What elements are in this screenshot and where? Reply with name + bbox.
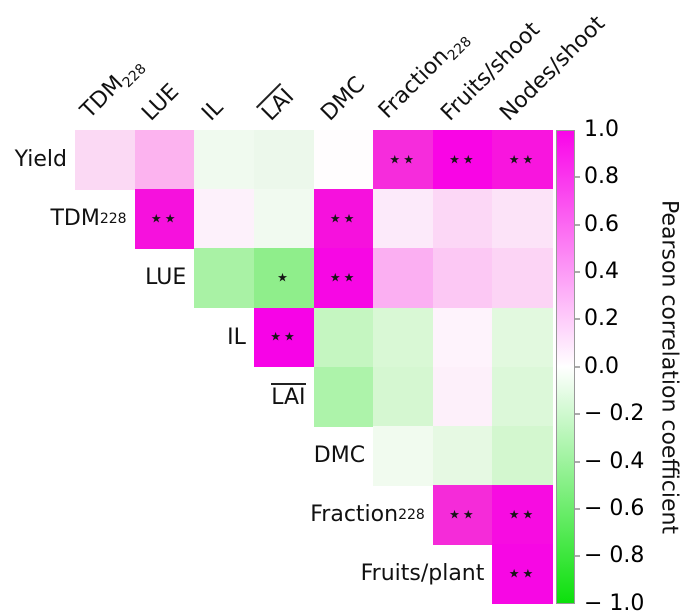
colorbar-tick-label: 0.2 [584, 306, 619, 332]
colorbar-tick [575, 365, 580, 368]
row-label: Fruits/plant [360, 561, 485, 587]
heatmap-cell [194, 130, 255, 190]
heatmap-cell [313, 366, 374, 427]
colorbar-tick [575, 318, 580, 321]
colorbar-tick [575, 271, 580, 274]
heatmap-cell [134, 130, 195, 190]
heatmap-cell [194, 189, 255, 249]
significance-stars: ★★ [508, 507, 537, 522]
heatmap-cell: ★★ [313, 189, 374, 249]
colorbar-tick-label: − 0.4 [584, 448, 645, 474]
colorbar-tick-label: − 0.8 [584, 543, 645, 569]
row-label: Yield [14, 147, 67, 173]
heatmap-cell [373, 366, 434, 427]
heatmap-cell: ★★ [373, 130, 434, 190]
row-label: TDM 228 [50, 206, 127, 232]
row-label: DMC [313, 443, 366, 469]
significance-stars: ★★ [449, 507, 477, 522]
colorbar-tick-label: 0.0 [584, 353, 619, 379]
heatmap-cell [432, 248, 493, 309]
colorbar-tick [575, 555, 580, 558]
heatmap-cell: ★★ [432, 130, 493, 190]
significance-stars: ★ [277, 271, 291, 286]
colorbar-tick [575, 507, 580, 510]
row-label: Fraction 228 [310, 502, 425, 528]
colorbar-tick-label: 1.0 [584, 117, 619, 142]
colorbar-tick [575, 176, 580, 179]
heatmap-cell: ★★ [253, 307, 315, 368]
heatmap-cell [432, 307, 493, 368]
colorbar-title: Pearson correlation coefficient [656, 199, 682, 534]
col-label: DMC [316, 72, 371, 126]
significance-stars: ★★ [329, 271, 358, 286]
colorbar-tick-label: − 0.6 [584, 495, 645, 521]
heatmap-cell [313, 307, 374, 368]
heatmap-cell [75, 130, 136, 190]
colorbar-tick-label: 0.4 [584, 259, 619, 285]
col-label: IL [197, 95, 229, 126]
col-label: LAI [255, 82, 299, 126]
heatmap-cell [373, 307, 434, 368]
row-label: IL [227, 324, 246, 350]
heatmap-cell [492, 189, 553, 249]
significance-stars: ★★ [329, 211, 358, 226]
heatmap-cell: ★★ [492, 544, 553, 605]
heatmap-cell [492, 248, 553, 309]
row-label: LAI [271, 382, 306, 410]
heatmap-cell [432, 366, 493, 427]
heatmap-cell [432, 426, 493, 486]
heatmap-cell [492, 426, 553, 486]
colorbar [556, 130, 575, 604]
colorbar-tick-label: − 1.0 [584, 590, 645, 616]
heatmap-cell [373, 248, 434, 309]
col-label: LUE [137, 79, 185, 126]
colorbar-tick-label: 0.8 [584, 164, 619, 190]
heatmap-cell [373, 426, 434, 486]
colorbar-tick [575, 413, 580, 416]
colorbar-tick [575, 460, 580, 463]
heatmap-cell [253, 130, 315, 190]
row-label: LUE [145, 265, 187, 291]
significance-stars: ★★ [508, 567, 537, 582]
heatmap-cell [313, 130, 374, 190]
col-label: Nodes/shoot [495, 11, 611, 126]
heatmap-cell [373, 189, 434, 249]
heatmap-cell [253, 189, 315, 249]
heatmap-cell: ★★ [432, 485, 493, 545]
heatmap-cell: ★ [253, 248, 315, 309]
colorbar-tick [575, 223, 580, 226]
significance-stars: ★★ [508, 152, 537, 167]
significance-stars: ★★ [449, 152, 477, 167]
heatmap-cell: ★★ [313, 248, 374, 309]
col-label: TDM228 [75, 60, 150, 124]
heatmap-cell: ★★ [492, 130, 553, 190]
heatmap-cell [194, 248, 255, 309]
significance-stars: ★★ [150, 211, 179, 226]
heatmap-cell: ★★ [492, 485, 553, 545]
significance-stars: ★★ [389, 152, 417, 167]
colorbar-tick-label: − 0.2 [584, 401, 645, 427]
heatmap-cell [492, 307, 553, 368]
heatmap-cell [492, 366, 553, 427]
heatmap-cell [432, 189, 493, 249]
heatmap-cell: ★★ [134, 189, 195, 249]
colorbar-tick-label: 0.6 [584, 211, 619, 237]
significance-stars: ★★ [270, 330, 298, 345]
